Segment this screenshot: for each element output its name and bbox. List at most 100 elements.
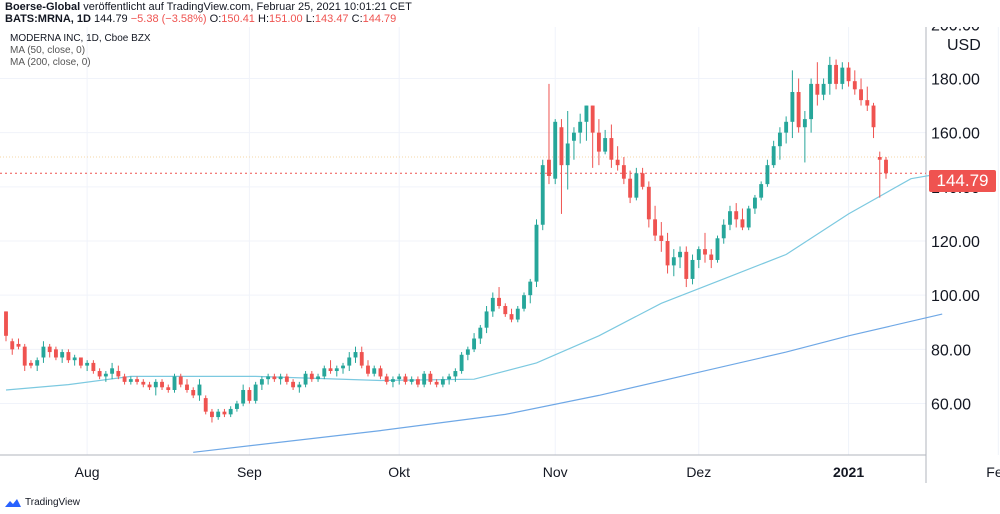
candle-down — [846, 67, 851, 82]
candle-up — [234, 403, 239, 409]
candle-up — [153, 381, 158, 388]
candle-up — [228, 408, 233, 415]
candle-up — [553, 121, 558, 179]
candle-down — [309, 373, 314, 380]
x-tick-label: Nov — [543, 464, 568, 480]
candle-up — [85, 362, 90, 366]
candle-up — [472, 338, 477, 350]
candle-down — [10, 341, 15, 350]
candle-down — [91, 362, 96, 372]
candle-up — [534, 224, 539, 282]
x-tick-label: Aug — [75, 464, 100, 480]
candle-down — [559, 127, 564, 166]
price-change: −5.38 (−3.58%) — [130, 13, 207, 25]
candle-up — [802, 119, 807, 128]
candle-up — [60, 352, 65, 358]
candle-up — [341, 365, 345, 369]
candle-down — [628, 178, 633, 198]
candle-down — [865, 100, 870, 106]
candle-up — [103, 373, 108, 377]
candle-down — [135, 379, 139, 382]
candle-down — [359, 352, 364, 366]
candle-down — [16, 343, 21, 347]
currency-unit: USD — [945, 37, 983, 55]
legend-ma50[interactable]: MA (50, close, 0) — [10, 45, 86, 56]
footer[interactable]: TradingView — [4, 497, 80, 508]
chart-frame[interactable]: 60.0080.00100.00120.00140.00160.00180.00… — [0, 27, 1000, 487]
candle-down — [796, 92, 801, 128]
high-value: 151.00 — [269, 13, 303, 25]
candle-down — [203, 398, 208, 412]
y-tick-label: 80.00 — [931, 342, 971, 359]
candle-up — [690, 259, 695, 279]
publisher-name: Boerse-Global — [5, 1, 81, 13]
legend-ma200[interactable]: MA (200, close, 0) — [10, 57, 91, 68]
x-tick-label: 2021 — [833, 464, 864, 480]
candle-up — [603, 138, 608, 152]
candle-up — [453, 371, 458, 377]
candle-up — [584, 105, 589, 122]
close-value: 144.79 — [362, 13, 397, 25]
candle-up — [353, 352, 358, 358]
candle-down — [47, 346, 52, 353]
candle-down — [665, 241, 670, 266]
y-tick-label: 180.00 — [931, 71, 980, 88]
low-value: 143.47 — [314, 13, 349, 25]
candle-up — [522, 295, 526, 309]
candle-down — [141, 381, 146, 385]
candle-down — [191, 389, 196, 396]
candle-up — [391, 379, 395, 382]
candle-down — [122, 376, 127, 382]
candle-down — [366, 365, 370, 374]
last-price: 144.79 — [94, 13, 128, 25]
candle-up — [334, 368, 339, 372]
candle-up — [172, 376, 177, 390]
candle-down — [185, 384, 189, 390]
candlestick-chart[interactable]: 60.0080.00100.00120.00140.00160.00180.00… — [0, 27, 1000, 487]
candle-down — [621, 165, 626, 179]
candle-down — [734, 211, 739, 220]
low-label: L: — [305, 13, 315, 25]
candle-down — [66, 352, 71, 361]
candle-down — [497, 297, 501, 307]
ma200-line — [193, 313, 943, 453]
candle-down — [859, 89, 863, 101]
candle-up — [696, 249, 701, 260]
candle-up — [316, 376, 320, 380]
candle-down — [272, 376, 277, 380]
candle-up — [809, 83, 814, 120]
candle-up — [821, 83, 826, 95]
ma50-line — [5, 172, 943, 391]
candle-down — [615, 159, 620, 166]
publisher-line: Boerse-Global veröffentlicht auf Trading… — [5, 1, 412, 13]
candle-down — [4, 311, 8, 336]
candle-up — [827, 64, 832, 84]
candle-up — [72, 357, 77, 361]
x-tick-label: Okt — [388, 464, 410, 480]
candle-up — [572, 132, 576, 141]
candle-up — [440, 379, 445, 385]
candle-up — [759, 184, 764, 198]
last-price-badge: 144.79 — [929, 170, 996, 192]
candle-down — [590, 105, 595, 133]
candle-down — [503, 306, 508, 315]
candle-up — [347, 357, 352, 366]
candle-down — [116, 371, 121, 377]
legend-title: MODERNA INC, 1D, Cboe BZX — [10, 33, 151, 44]
candle-down — [884, 159, 888, 174]
candle-up — [753, 197, 757, 209]
candle-down — [596, 132, 601, 152]
candle-up — [259, 379, 264, 385]
candle-up — [41, 346, 46, 358]
candle-down — [403, 376, 408, 382]
candle-up — [459, 354, 464, 372]
candle-down — [684, 251, 689, 279]
candle-down — [160, 381, 164, 388]
candle-down — [434, 381, 439, 385]
candle-down — [222, 411, 227, 415]
candle-up — [241, 389, 246, 404]
candle-down — [509, 314, 514, 320]
candle-down — [740, 219, 745, 228]
candle-up — [110, 368, 115, 374]
candle-up — [490, 297, 495, 312]
